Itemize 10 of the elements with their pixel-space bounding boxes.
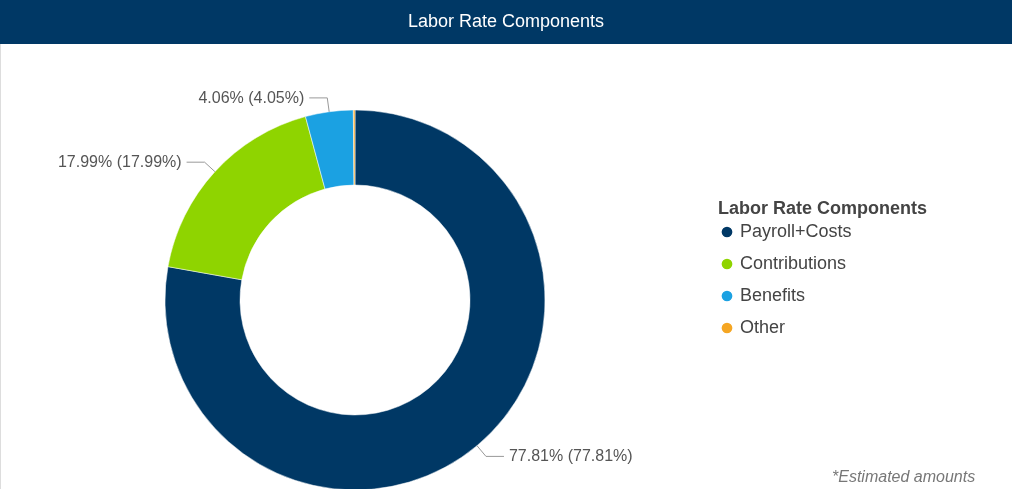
legend-label: Other <box>740 317 786 337</box>
chart-title: Labor Rate Components <box>407 11 605 31</box>
legend-label: Contributions <box>740 253 847 273</box>
legend-label: Benefits <box>740 285 806 305</box>
data-label: 17.99% (17.99%) <box>57 153 182 171</box>
legend-title: Labor Rate Components <box>718 198 928 218</box>
data-label: 4.06% (4.05%) <box>198 88 305 106</box>
legend-label: Payroll+Costs <box>740 221 852 241</box>
data-label: 77.81% (77.81%) <box>508 447 633 465</box>
text: *Estimated amounts <box>832 468 976 485</box>
